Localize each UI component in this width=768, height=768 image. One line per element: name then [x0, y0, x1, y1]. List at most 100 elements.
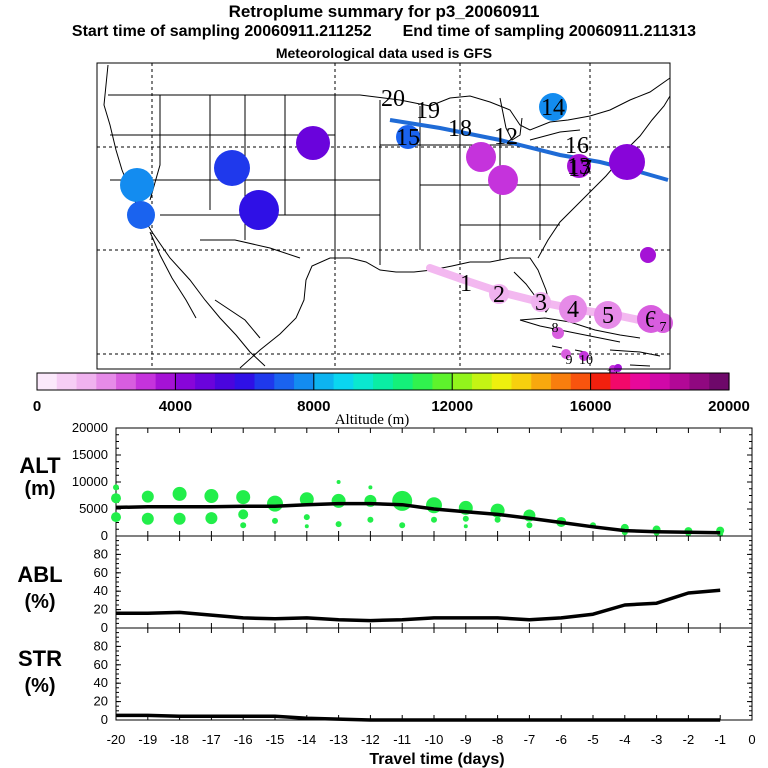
- map-marker-label: 2: [493, 282, 505, 308]
- colorbar-tick-label: 20000: [708, 398, 750, 415]
- map-marker-label: 16: [565, 133, 589, 159]
- y-tick-label: 20: [94, 694, 108, 709]
- colorbar-cell: [432, 373, 453, 390]
- map-marker-dot: [396, 125, 420, 149]
- colorbar-cell: [333, 373, 354, 390]
- colorbar-tick-label: 0: [33, 398, 41, 415]
- panel-abl: 0 20 40 60 80 ABL (%): [17, 535, 753, 635]
- map-marker-dot: [609, 144, 645, 180]
- sampling-times: Start time of sampling 20060911.211252 E…: [0, 23, 768, 41]
- alt-data-point: [205, 512, 218, 525]
- panel-ylabel-units: (%): [24, 675, 55, 697]
- met-data-label: Meteorological data used is GFS: [275, 45, 493, 61]
- colorbar-cell: [56, 373, 78, 390]
- panel-alt: 0 5000 10000 15000 20000 ALT(m): [19, 420, 753, 543]
- alt-data-point: [111, 493, 121, 504]
- x-tick-label: -14: [297, 732, 316, 747]
- colorbar-cell: [649, 373, 671, 390]
- map-marker-label: 5: [602, 303, 614, 329]
- map-marker-dot: [466, 142, 496, 172]
- alt-data-point: [238, 509, 249, 520]
- map-marker-label: 18: [448, 116, 472, 142]
- map-marker-label: 1: [460, 271, 472, 297]
- colorbar-tick-label: 8000: [297, 398, 330, 415]
- panel-ylabel: ALT: [19, 453, 61, 478]
- map-marker-dot: [539, 93, 567, 121]
- map-markers: 1234567891011121314151617181920: [120, 86, 673, 382]
- colorbar-cell: [373, 373, 394, 390]
- map-marker-dot: [296, 126, 330, 160]
- map-marker-dot: [653, 313, 673, 333]
- alt-data-point: [141, 512, 154, 525]
- alt-data-point: [303, 514, 310, 521]
- y-tick-label: 0: [101, 712, 108, 727]
- x-tick-label: -19: [138, 732, 157, 747]
- x-tick-label: -4: [619, 732, 631, 747]
- alt-data-point: [431, 516, 437, 523]
- series-line-alt: [115, 501, 721, 535]
- altitude-colorbar: 0 4000 8000 12000 16000 20000: [33, 372, 750, 415]
- map-marker-dot: [488, 165, 518, 195]
- alt-data-point: [392, 490, 413, 511]
- colorbar-cell: [590, 373, 611, 390]
- x-tick-label: -1: [714, 732, 726, 747]
- x-tick-label: -20: [107, 732, 126, 747]
- colorbar-cell: [709, 373, 730, 390]
- end-label: End time of sampling: [402, 23, 565, 40]
- map-marker-label: 3: [535, 290, 547, 316]
- x-tick-label: -6: [555, 732, 567, 747]
- panel-ylabel: STR: [18, 646, 62, 671]
- y-tick-label: 0: [101, 528, 108, 543]
- alt-data-point: [336, 480, 341, 484]
- map-marker-label: 17: [568, 156, 592, 182]
- alt-data-point: [526, 522, 533, 529]
- alt-data-point: [141, 490, 154, 503]
- x-tick-label: -17: [202, 732, 221, 747]
- map-marker-label: 8: [552, 321, 559, 336]
- start-label: Start time of sampling: [71, 23, 240, 40]
- map-marker-label: 19: [416, 98, 440, 124]
- y-tick-label: 80: [94, 638, 108, 653]
- colorbar-cell: [630, 373, 651, 390]
- x-tick-label: -16: [234, 732, 253, 747]
- x-axis-label: Travel time (days): [369, 751, 504, 768]
- panel-ylabel-units: (m): [24, 478, 55, 500]
- map-marker-dot: [239, 190, 279, 230]
- colorbar-cell: [570, 373, 592, 390]
- y-tick-label: 80: [94, 546, 108, 561]
- y-tick-label: 0: [101, 620, 108, 635]
- alt-data-point: [368, 485, 373, 490]
- colorbar-cell: [155, 373, 176, 390]
- colorbar-cell: [669, 373, 691, 390]
- map-frame: [96, 62, 671, 370]
- map-marker-label: 9: [566, 353, 573, 368]
- alt-data-point: [272, 517, 278, 524]
- start-value: 20060911.211252: [244, 23, 372, 40]
- colorbar-cell: [511, 373, 532, 390]
- x-tick-label: 0: [748, 732, 755, 747]
- colorbar-cell: [214, 373, 236, 390]
- alt-data-point: [111, 512, 121, 523]
- colorbar-cell: [96, 373, 117, 390]
- y-tick-label: 20: [94, 602, 108, 617]
- y-tick-label: 40: [94, 675, 108, 690]
- colorbar-cell: [76, 373, 97, 390]
- chart-title: Retroplume summary for p3_20060911: [228, 2, 540, 21]
- y-tick-label: 60: [94, 657, 108, 672]
- alt-data-point: [173, 512, 186, 525]
- map-marker-label: 14: [541, 95, 565, 121]
- alt-data-point: [462, 515, 469, 522]
- panel-ylabel-units: (%): [24, 591, 55, 613]
- colorbar-cell: [294, 373, 315, 390]
- colorbar-cell: [353, 373, 374, 390]
- map-marker-dot: [214, 150, 250, 186]
- map-marker-dot: [120, 168, 154, 202]
- colorbar-label: Altitude (m): [335, 412, 410, 428]
- alt-data-point: [204, 489, 219, 504]
- alt-data-point: [236, 490, 251, 505]
- colorbar-frame: [36, 372, 730, 391]
- colorbar-cell: [610, 373, 631, 390]
- map-marker-dot: [640, 247, 656, 263]
- alt-data-point: [113, 484, 119, 491]
